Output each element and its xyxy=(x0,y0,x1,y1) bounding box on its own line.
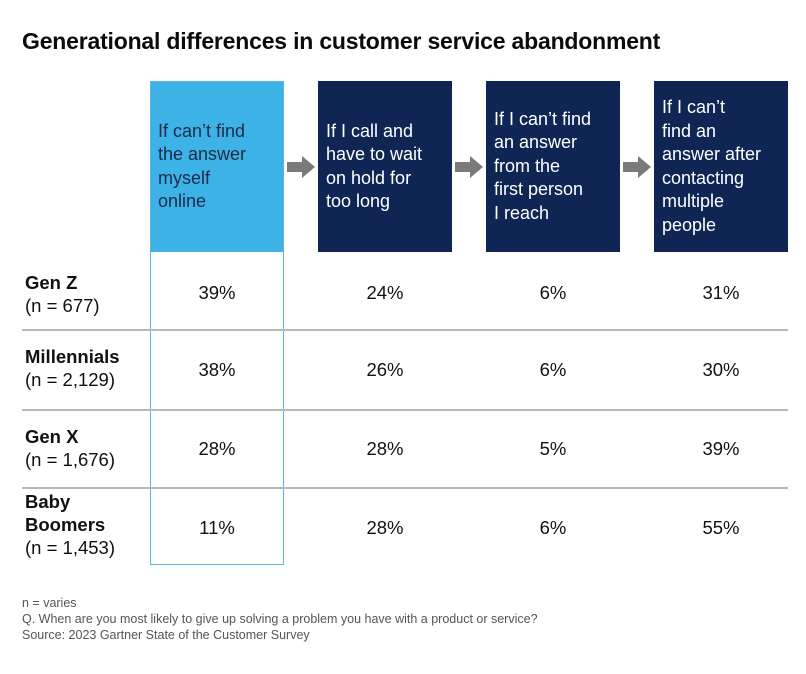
row-sample-size: (n = 1,453) xyxy=(25,537,115,558)
column-header-4: If I can’t find an answer after contacti… xyxy=(654,81,788,252)
row-name: Baby Boomers xyxy=(25,491,106,535)
table-cell: 6% xyxy=(539,282,567,303)
column-header-3: If I can’t find an answer from the first… xyxy=(486,81,620,252)
row-sample-size: (n = 1,676) xyxy=(25,449,115,470)
row-name: Millennials xyxy=(25,346,120,367)
row-name: Gen X xyxy=(25,426,79,447)
chart-title: Generational differences in customer ser… xyxy=(22,28,661,54)
row-divider xyxy=(22,329,284,331)
table-cell: 39% xyxy=(198,282,236,303)
footnote-n: n = varies xyxy=(22,596,77,610)
row-divider xyxy=(22,409,284,411)
table-cell: 5% xyxy=(539,438,567,459)
column-header-label: If I can’t find an answer after contacti… xyxy=(662,97,762,235)
table-cell: 28% xyxy=(198,438,236,459)
table-cell: 55% xyxy=(702,517,740,538)
column-header-label: If I can’t find an answer from the first… xyxy=(494,108,592,223)
table-cell: 24% xyxy=(366,282,404,303)
column-header-2: If I call and have to wait on hold for t… xyxy=(318,81,452,252)
row-sample-size: (n = 677) xyxy=(25,295,100,316)
column-header-label: If I call and have to wait on hold for t… xyxy=(326,120,423,212)
column-header-1: If can’t find the answer myself online xyxy=(150,81,284,252)
row-sample-size: (n = 2,129) xyxy=(25,369,115,390)
row-label-4: Baby Boomers (n = 1,453) xyxy=(25,490,115,559)
table-cell: 6% xyxy=(539,517,567,538)
table-cell: 39% xyxy=(702,438,740,459)
table-cell: 11% xyxy=(199,517,235,538)
right-arrow-icon xyxy=(455,156,483,178)
row-label-2: Millennials (n = 2,129) xyxy=(25,345,120,391)
row-divider xyxy=(452,487,620,489)
column-header-label: If can’t find the answer myself online xyxy=(158,120,247,212)
table-cell: 30% xyxy=(702,359,740,380)
row-divider xyxy=(452,409,620,411)
row-label-1: Gen Z (n = 677) xyxy=(25,271,100,317)
row-divider xyxy=(620,409,788,411)
table-cell: 31% xyxy=(702,282,740,303)
row-label-3: Gen X (n = 1,676) xyxy=(25,425,115,471)
table-cell: 26% xyxy=(366,359,404,380)
table-cell: 28% xyxy=(366,438,404,459)
table-cell: 38% xyxy=(198,359,236,380)
row-divider xyxy=(620,487,788,489)
right-arrow-icon xyxy=(623,156,651,178)
row-divider xyxy=(452,329,620,331)
highlight-column-outline xyxy=(150,81,284,565)
row-divider xyxy=(620,329,788,331)
footnote-source: Source: 2023 Gartner State of the Custom… xyxy=(22,628,310,642)
row-divider xyxy=(22,487,284,489)
row-divider xyxy=(284,487,452,489)
footnote-question: Q. When are you most likely to give up s… xyxy=(22,612,538,626)
row-divider xyxy=(284,409,452,411)
right-arrow-icon xyxy=(287,156,315,178)
table-cell: 6% xyxy=(539,359,567,380)
row-name: Gen Z xyxy=(25,272,78,293)
row-divider xyxy=(284,329,452,331)
table-cell: 28% xyxy=(366,517,404,538)
